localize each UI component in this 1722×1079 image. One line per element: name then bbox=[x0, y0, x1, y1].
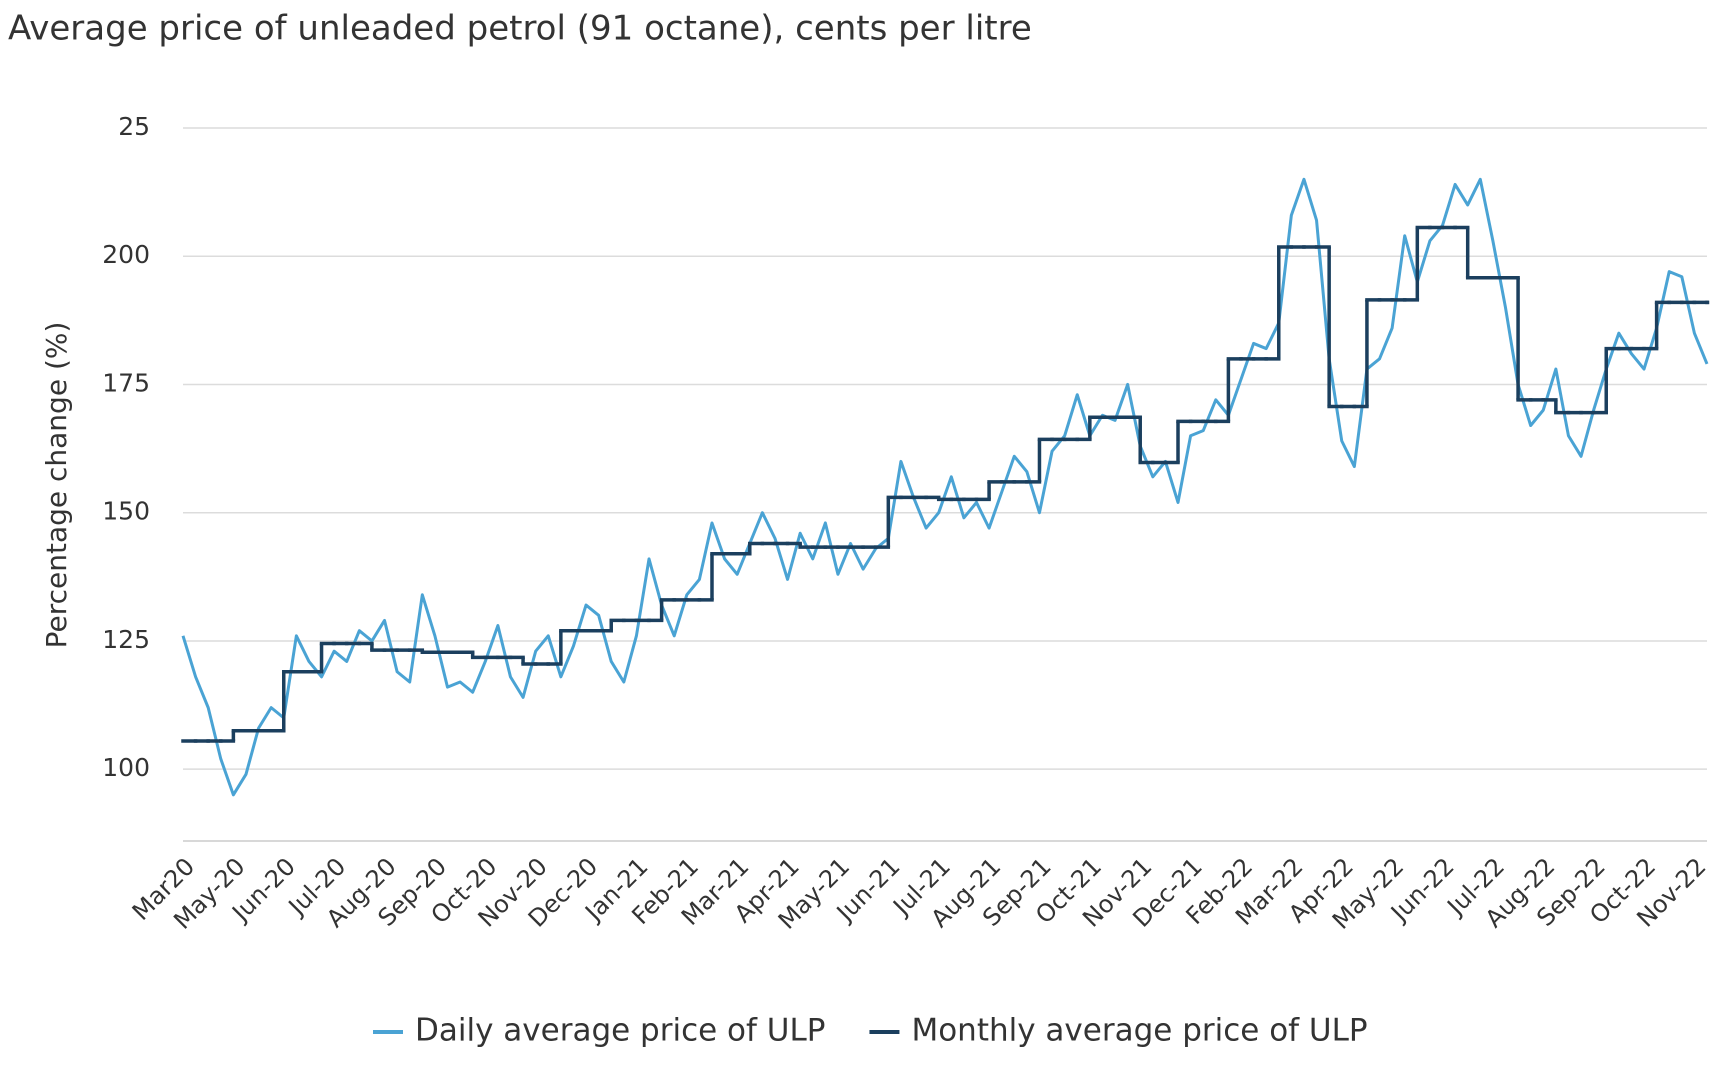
y-tick-label: 175 bbox=[102, 368, 150, 397]
y-tick-label: 125 bbox=[102, 625, 150, 654]
y-axis-label: Percentage change (%) bbox=[40, 322, 73, 649]
chart-title: Average price of unleaded petrol (91 oct… bbox=[8, 9, 1032, 49]
legend-label: Monthly average price of ULP bbox=[911, 1013, 1367, 1049]
y-tick-label: 200 bbox=[102, 240, 150, 269]
step-line bbox=[181, 225, 1710, 743]
y-tick-label: 150 bbox=[102, 497, 150, 526]
line bbox=[181, 177, 1709, 797]
legend-label: Daily average price of ULP bbox=[415, 1013, 825, 1049]
y-tick-label: 25 bbox=[118, 112, 150, 141]
y-tick-label: 100 bbox=[102, 753, 150, 782]
